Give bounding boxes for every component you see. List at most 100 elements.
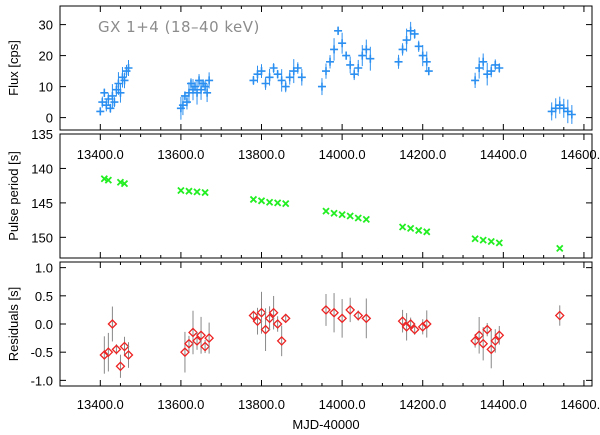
x-tick-label: 13600.0: [157, 147, 204, 162]
data-point: [281, 82, 290, 91]
data-point: [186, 79, 195, 88]
data-point: [180, 347, 190, 358]
data-point: [362, 215, 370, 224]
y-tick-label: 0.0: [35, 317, 53, 332]
data-point: [342, 51, 351, 60]
data-point: [418, 51, 427, 60]
data-point: [402, 36, 411, 45]
data-point: [555, 101, 564, 110]
data-point: [475, 64, 484, 72]
data-point: [338, 210, 346, 219]
data-point: [107, 319, 118, 329]
y-tick-label: 1.0: [35, 261, 53, 276]
data-point: [415, 226, 423, 235]
series-seg4: [317, 26, 375, 96]
data-point: [417, 321, 428, 332]
data-point: [257, 197, 266, 205]
data-point: [184, 338, 194, 349]
data-point: [193, 188, 201, 196]
data-point: [483, 70, 492, 79]
data-point: [478, 338, 489, 349]
y-tick-label: 20: [39, 49, 53, 64]
data-point: [330, 209, 338, 217]
data-point: [285, 73, 294, 82]
data-point: [195, 76, 204, 85]
data-point: [322, 207, 330, 215]
y-tick-label: 150: [31, 230, 53, 245]
data-point: [108, 91, 117, 100]
data-point: [297, 73, 306, 82]
data-point: [269, 64, 278, 72]
plot-frame: [59, 133, 593, 259]
series-seg6: [471, 53, 504, 89]
data-point: [329, 307, 339, 318]
data-point: [197, 85, 206, 94]
data-point: [471, 76, 480, 85]
data-point: [346, 60, 355, 69]
data-point: [248, 310, 259, 321]
data-point: [346, 212, 354, 220]
data-point: [120, 179, 129, 188]
data-point: [98, 98, 107, 107]
data-point: [116, 88, 125, 97]
series-seg5: [394, 21, 433, 76]
data-point: [361, 313, 372, 324]
data-point: [178, 101, 187, 110]
data-point: [119, 341, 130, 352]
data-point: [409, 324, 420, 335]
data-point: [330, 45, 339, 54]
series-seg2: [176, 72, 214, 120]
data-point: [200, 341, 211, 352]
data-point: [116, 178, 125, 186]
data-point: [556, 244, 564, 252]
data-point: [354, 214, 362, 222]
data-point: [100, 175, 108, 183]
data-point: [264, 313, 275, 324]
data-point: [104, 95, 113, 103]
data-point: [398, 223, 407, 231]
x-tick-label: 14000.0: [319, 147, 366, 162]
x-tick-label: 13600.0: [157, 397, 204, 412]
data-point: [123, 350, 134, 360]
data-point: [115, 361, 126, 372]
plot-frame: [59, 5, 593, 131]
x-tick-label: 13400.0: [77, 397, 124, 412]
data-point: [112, 85, 121, 94]
data-point: [353, 310, 364, 321]
data-point: [491, 60, 500, 69]
data-point: [471, 235, 479, 243]
data-point: [256, 307, 267, 318]
data-point: [196, 330, 206, 341]
data-point: [273, 70, 282, 79]
x-tick-label: 13800.0: [238, 147, 285, 162]
data-point: [326, 57, 335, 66]
series-seg1: [96, 60, 133, 116]
data-point: [559, 104, 568, 113]
series-seg7: [547, 96, 576, 124]
x-tick-label: 13400.0: [77, 147, 124, 162]
y-axis-title: Pulse period [s]: [6, 151, 21, 241]
data-point: [337, 313, 348, 324]
data-point: [193, 88, 202, 97]
data-point: [394, 57, 403, 66]
data-point: [495, 64, 504, 72]
data-point: [470, 335, 481, 346]
data-point: [280, 313, 291, 324]
data-point: [177, 186, 185, 195]
data-point: [486, 344, 497, 355]
data-point: [273, 199, 282, 207]
data-point: [362, 45, 371, 54]
data-point: [487, 67, 496, 76]
y-tick-label: -0.5: [31, 345, 53, 360]
data-point: [406, 26, 415, 35]
series-seg3: [249, 59, 306, 93]
data-point: [358, 51, 367, 60]
data-point: [293, 64, 302, 72]
data-point: [268, 307, 279, 318]
data-point: [282, 199, 290, 208]
data-point: [184, 88, 193, 97]
x-tick-label: 14200.0: [399, 147, 446, 162]
data-point: [276, 335, 287, 346]
data-point: [272, 319, 283, 329]
data-point: [424, 67, 433, 76]
